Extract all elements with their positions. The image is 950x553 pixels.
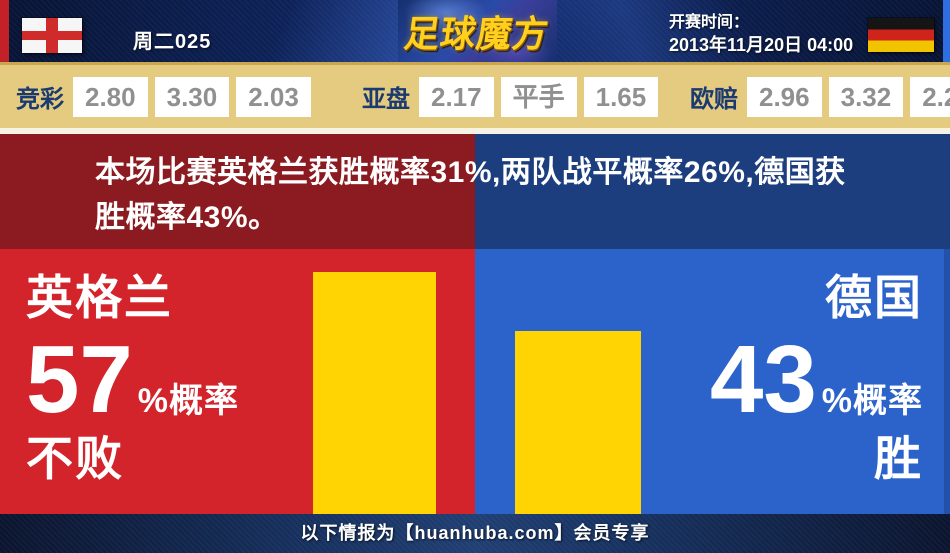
odds-group-jingcai: 竞彩 2.80 3.30 2.03	[16, 65, 311, 128]
left-red-edge	[0, 0, 9, 62]
odds-value: 2.03	[236, 76, 311, 117]
home-percent-suffix: %概率	[137, 382, 240, 420]
odds-group-oupei: 欧赔 2.96 3.32 2.26	[690, 65, 950, 128]
summary-line2: 胜概率43%。	[95, 201, 279, 234]
odds-bar: 竞彩 2.80 3.30 2.03 亚盘 2.17 平手 1.65 欧赔 2.9…	[0, 65, 950, 128]
england-flag-icon	[22, 18, 82, 53]
odds-value: 3.30	[154, 76, 230, 117]
odds-value: 平手	[500, 76, 577, 117]
odds-values: 2.17 平手 1.65	[419, 76, 659, 117]
kickoff-label: 开赛时间：	[669, 14, 750, 31]
away-team-block: 德国 43 %概率 胜	[710, 269, 923, 489]
odds-value: 2.96	[747, 76, 822, 117]
odds-value: 2.80	[73, 76, 148, 117]
away-probability-bar	[515, 331, 641, 514]
right-edge-shade	[944, 249, 950, 514]
germany-flag-icon	[868, 18, 934, 52]
match-code: 周二025	[133, 31, 212, 53]
site-logo: 足球魔方	[402, 13, 552, 55]
away-team-name: 德国	[825, 271, 923, 324]
home-outcome: 不败	[26, 432, 124, 485]
kickoff-time-block: 开赛时间： 2013年11月20日 04:00	[669, 12, 853, 57]
away-percent-value: 43	[709, 326, 817, 433]
home-team-block: 英格兰 57 %概率 不败	[26, 269, 239, 489]
top-bar: 周二025 足球魔方 开赛时间： 2013年11月20日 04:00	[0, 0, 950, 62]
footer-bar: 以下情报为【huanhuba.com】会员专享	[0, 514, 950, 553]
home-percent-row: 57 %概率	[26, 331, 239, 429]
odds-label-yapan: 亚盘	[362, 86, 410, 113]
away-percent-row: 43 %概率	[710, 331, 923, 429]
odds-values: 2.80 3.30 2.03	[73, 76, 311, 117]
odds-value: 3.32	[828, 76, 904, 117]
prediction-summary: 本场比赛英格兰获胜概率31%,两队战平概率26%,德国获 胜概率43%。	[0, 134, 950, 240]
odds-group-yapan: 亚盘 2.17 平手 1.65	[362, 65, 659, 128]
odds-value: 2.26	[910, 76, 950, 117]
footer-notice: 以下情报为【huanhuba.com】会员专享	[300, 523, 650, 543]
cream-divider	[0, 128, 950, 134]
home-team-name: 英格兰	[26, 271, 173, 324]
home-probability-bar	[313, 272, 436, 514]
prediction-summary-band: 本场比赛英格兰获胜概率31%,两队战平概率26%,德国获 胜概率43%。	[0, 134, 950, 249]
summary-line1: 本场比赛英格兰获胜概率31%,两队战平概率26%,德国获	[95, 156, 846, 189]
kickoff-time: 2013年11月20日 04:00	[669, 35, 854, 55]
gold-divider	[0, 62, 950, 65]
logo-panel: 足球魔方	[398, 0, 557, 62]
away-outcome: 胜	[874, 432, 923, 485]
odds-label-oupei: 欧赔	[690, 86, 738, 113]
away-percent-suffix: %概率	[821, 382, 923, 420]
odds-value: 1.65	[583, 76, 659, 117]
odds-label-jingcai: 竞彩	[16, 86, 64, 113]
probability-panels: 英格兰 57 %概率 不败 德国 43 %概率 胜	[0, 249, 950, 514]
home-percent-value: 57	[26, 326, 133, 433]
odds-values: 2.96 3.32 2.26	[747, 76, 950, 117]
odds-value: 2.17	[419, 76, 494, 117]
right-blue-edge	[943, 0, 950, 62]
